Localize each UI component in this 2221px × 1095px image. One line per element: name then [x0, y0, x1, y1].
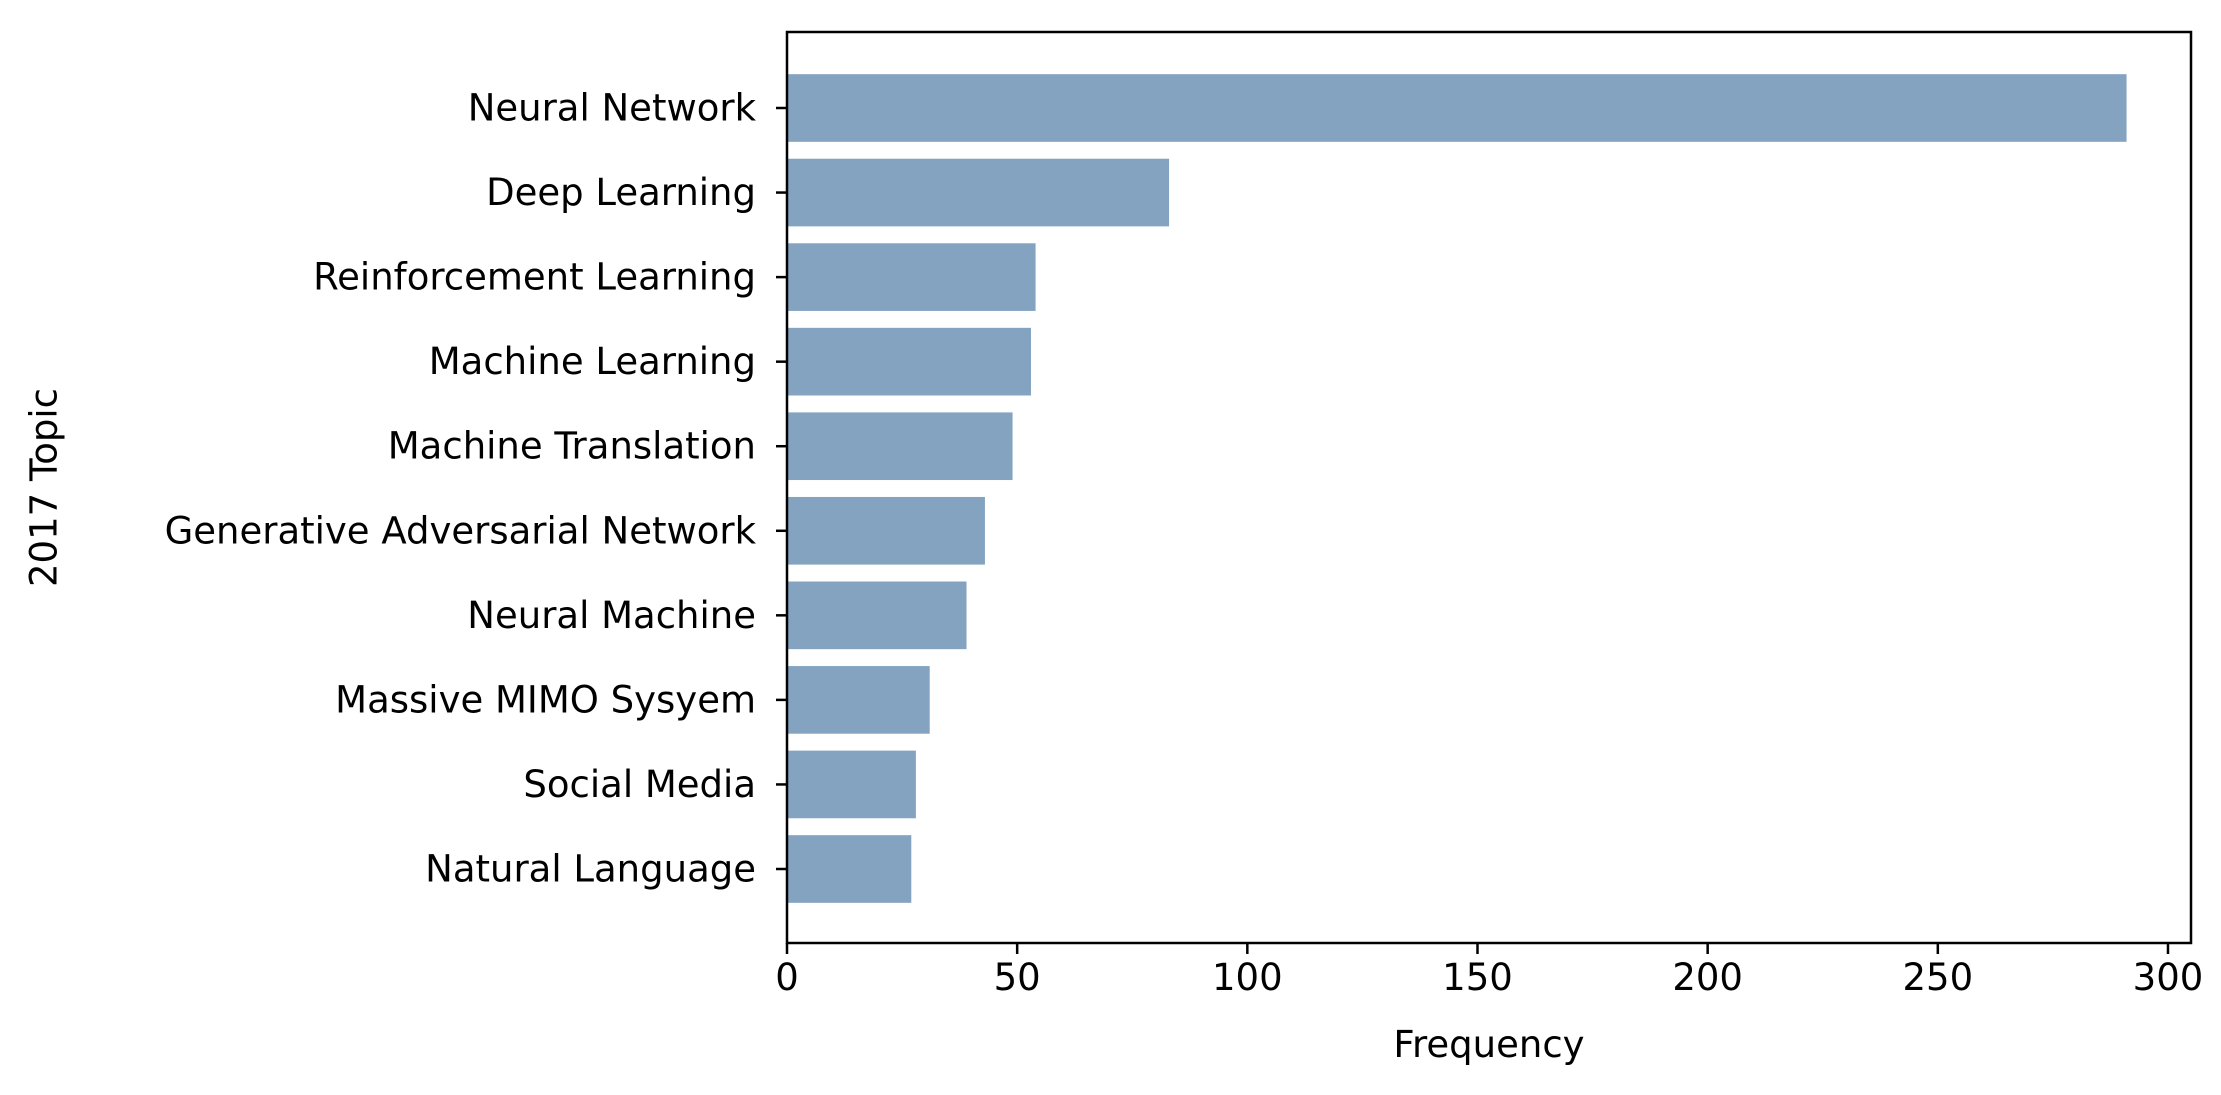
y-tick-label: Reinforcement Learning [313, 256, 756, 299]
bar [787, 327, 1031, 396]
bar [787, 412, 1013, 481]
x-axis: 0 50 100 150 200 250 300 [775, 943, 2203, 999]
x-tick-label: 300 [2133, 956, 2204, 999]
bar [787, 835, 912, 903]
x-axis-title: Frequency [1393, 1023, 1584, 1066]
bars-group [787, 74, 2127, 903]
x-tick-label: 250 [1903, 956, 1974, 999]
bar [787, 243, 1036, 311]
y-tick-label: Neural Network [468, 87, 757, 130]
bar [787, 158, 1170, 227]
bar [787, 496, 985, 565]
x-tick-label: 150 [1442, 956, 1513, 999]
bar [787, 750, 916, 819]
x-tick-label: 200 [1672, 956, 1743, 999]
bar [787, 74, 2127, 142]
bar [787, 666, 930, 734]
y-tick-label: Natural Language [425, 848, 756, 891]
y-tick-label: Social Media [523, 763, 756, 806]
y-axis-title: 2017 Topic [23, 388, 66, 587]
y-tick-label: Machine Translation [388, 425, 756, 468]
plot-frame [785, 30, 2193, 945]
y-tick-label: Machine Learning [429, 340, 756, 383]
x-tick-label: 0 [775, 956, 799, 999]
x-tick-label: 50 [994, 956, 1041, 999]
y-tick-label: Generative Adversarial Network [165, 509, 757, 552]
y-tick-label: Neural Machine [467, 594, 756, 637]
x-tick-label: 100 [1212, 956, 1283, 999]
bar [787, 581, 967, 650]
y-axis: Neural Network Deep Learning Reinforcement… [165, 87, 787, 891]
y-tick-label: Massive MIMO Sysyem [335, 678, 756, 721]
y-tick-label: Deep Learning [486, 171, 756, 214]
